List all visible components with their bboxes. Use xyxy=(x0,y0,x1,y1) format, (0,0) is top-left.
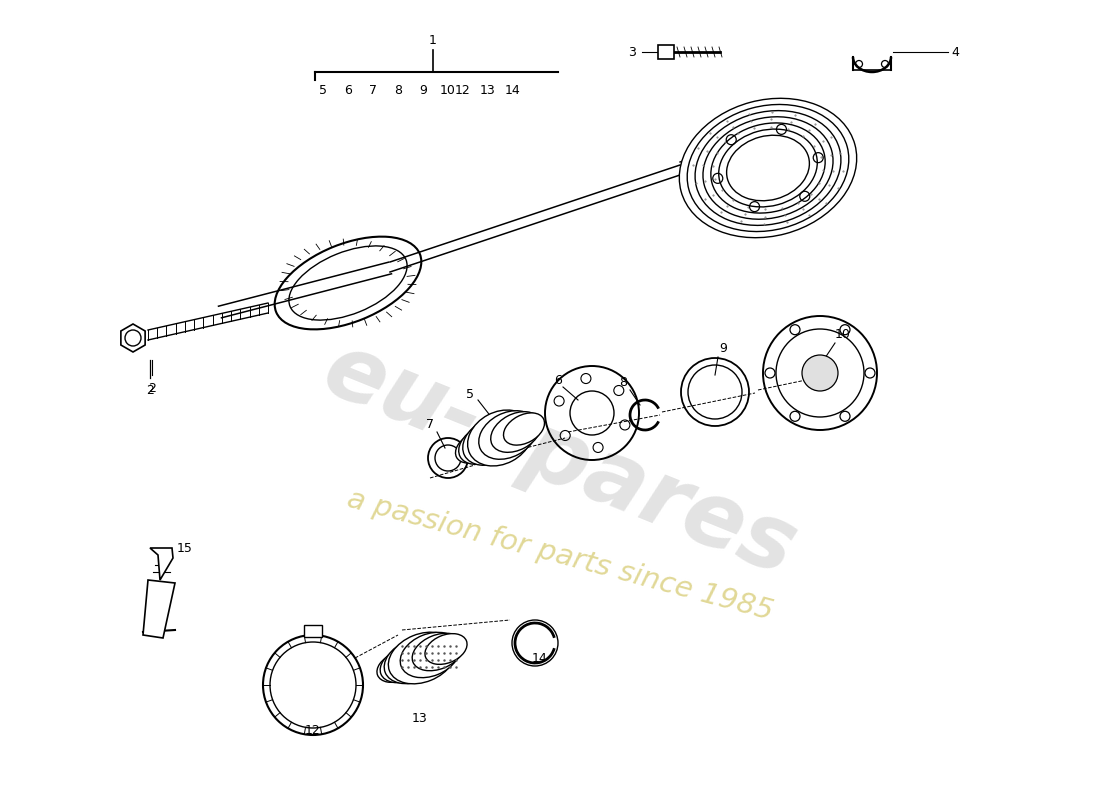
Ellipse shape xyxy=(377,652,419,682)
Polygon shape xyxy=(121,324,145,352)
Text: 7: 7 xyxy=(368,83,377,97)
Ellipse shape xyxy=(711,123,825,213)
Polygon shape xyxy=(143,580,175,638)
Ellipse shape xyxy=(478,410,537,459)
Text: 13: 13 xyxy=(480,83,496,97)
Ellipse shape xyxy=(400,632,460,678)
Text: 7: 7 xyxy=(426,418,434,431)
Text: eu-spares: eu-spares xyxy=(311,326,810,594)
Text: 5: 5 xyxy=(466,389,474,402)
Text: 12: 12 xyxy=(305,723,321,737)
Ellipse shape xyxy=(381,646,432,682)
Ellipse shape xyxy=(680,98,857,238)
Polygon shape xyxy=(150,548,173,580)
Text: 4: 4 xyxy=(952,46,959,58)
Text: 9: 9 xyxy=(719,342,727,354)
Ellipse shape xyxy=(504,413,544,445)
Text: 8: 8 xyxy=(394,83,402,97)
Polygon shape xyxy=(658,45,674,59)
Ellipse shape xyxy=(455,431,496,463)
Ellipse shape xyxy=(491,412,541,452)
Text: 2: 2 xyxy=(146,383,154,397)
Ellipse shape xyxy=(695,110,840,226)
Ellipse shape xyxy=(412,634,464,670)
Text: 6: 6 xyxy=(554,374,562,386)
Ellipse shape xyxy=(459,424,509,464)
Text: 13: 13 xyxy=(412,711,428,725)
Text: 15: 15 xyxy=(177,542,192,554)
Text: 10: 10 xyxy=(835,329,851,342)
Text: 9: 9 xyxy=(419,83,427,97)
Ellipse shape xyxy=(718,129,817,207)
Circle shape xyxy=(802,355,838,391)
Ellipse shape xyxy=(688,105,849,231)
Text: 8: 8 xyxy=(619,377,627,390)
Text: 5: 5 xyxy=(319,83,327,97)
Text: 1: 1 xyxy=(429,34,437,46)
Bar xyxy=(304,625,322,637)
Text: 14: 14 xyxy=(505,83,521,97)
Ellipse shape xyxy=(727,135,810,201)
Text: 3: 3 xyxy=(628,46,636,58)
Ellipse shape xyxy=(425,634,468,664)
Text: 14: 14 xyxy=(532,651,548,665)
Text: 2: 2 xyxy=(148,382,156,394)
Ellipse shape xyxy=(384,638,443,684)
Text: a passion for parts since 1985: a passion for parts since 1985 xyxy=(344,485,777,626)
Ellipse shape xyxy=(703,117,833,219)
Ellipse shape xyxy=(388,632,455,684)
Ellipse shape xyxy=(468,410,532,466)
Ellipse shape xyxy=(463,417,521,466)
Text: 6: 6 xyxy=(344,83,352,97)
Text: 12: 12 xyxy=(455,83,471,97)
Text: 10: 10 xyxy=(440,83,455,97)
